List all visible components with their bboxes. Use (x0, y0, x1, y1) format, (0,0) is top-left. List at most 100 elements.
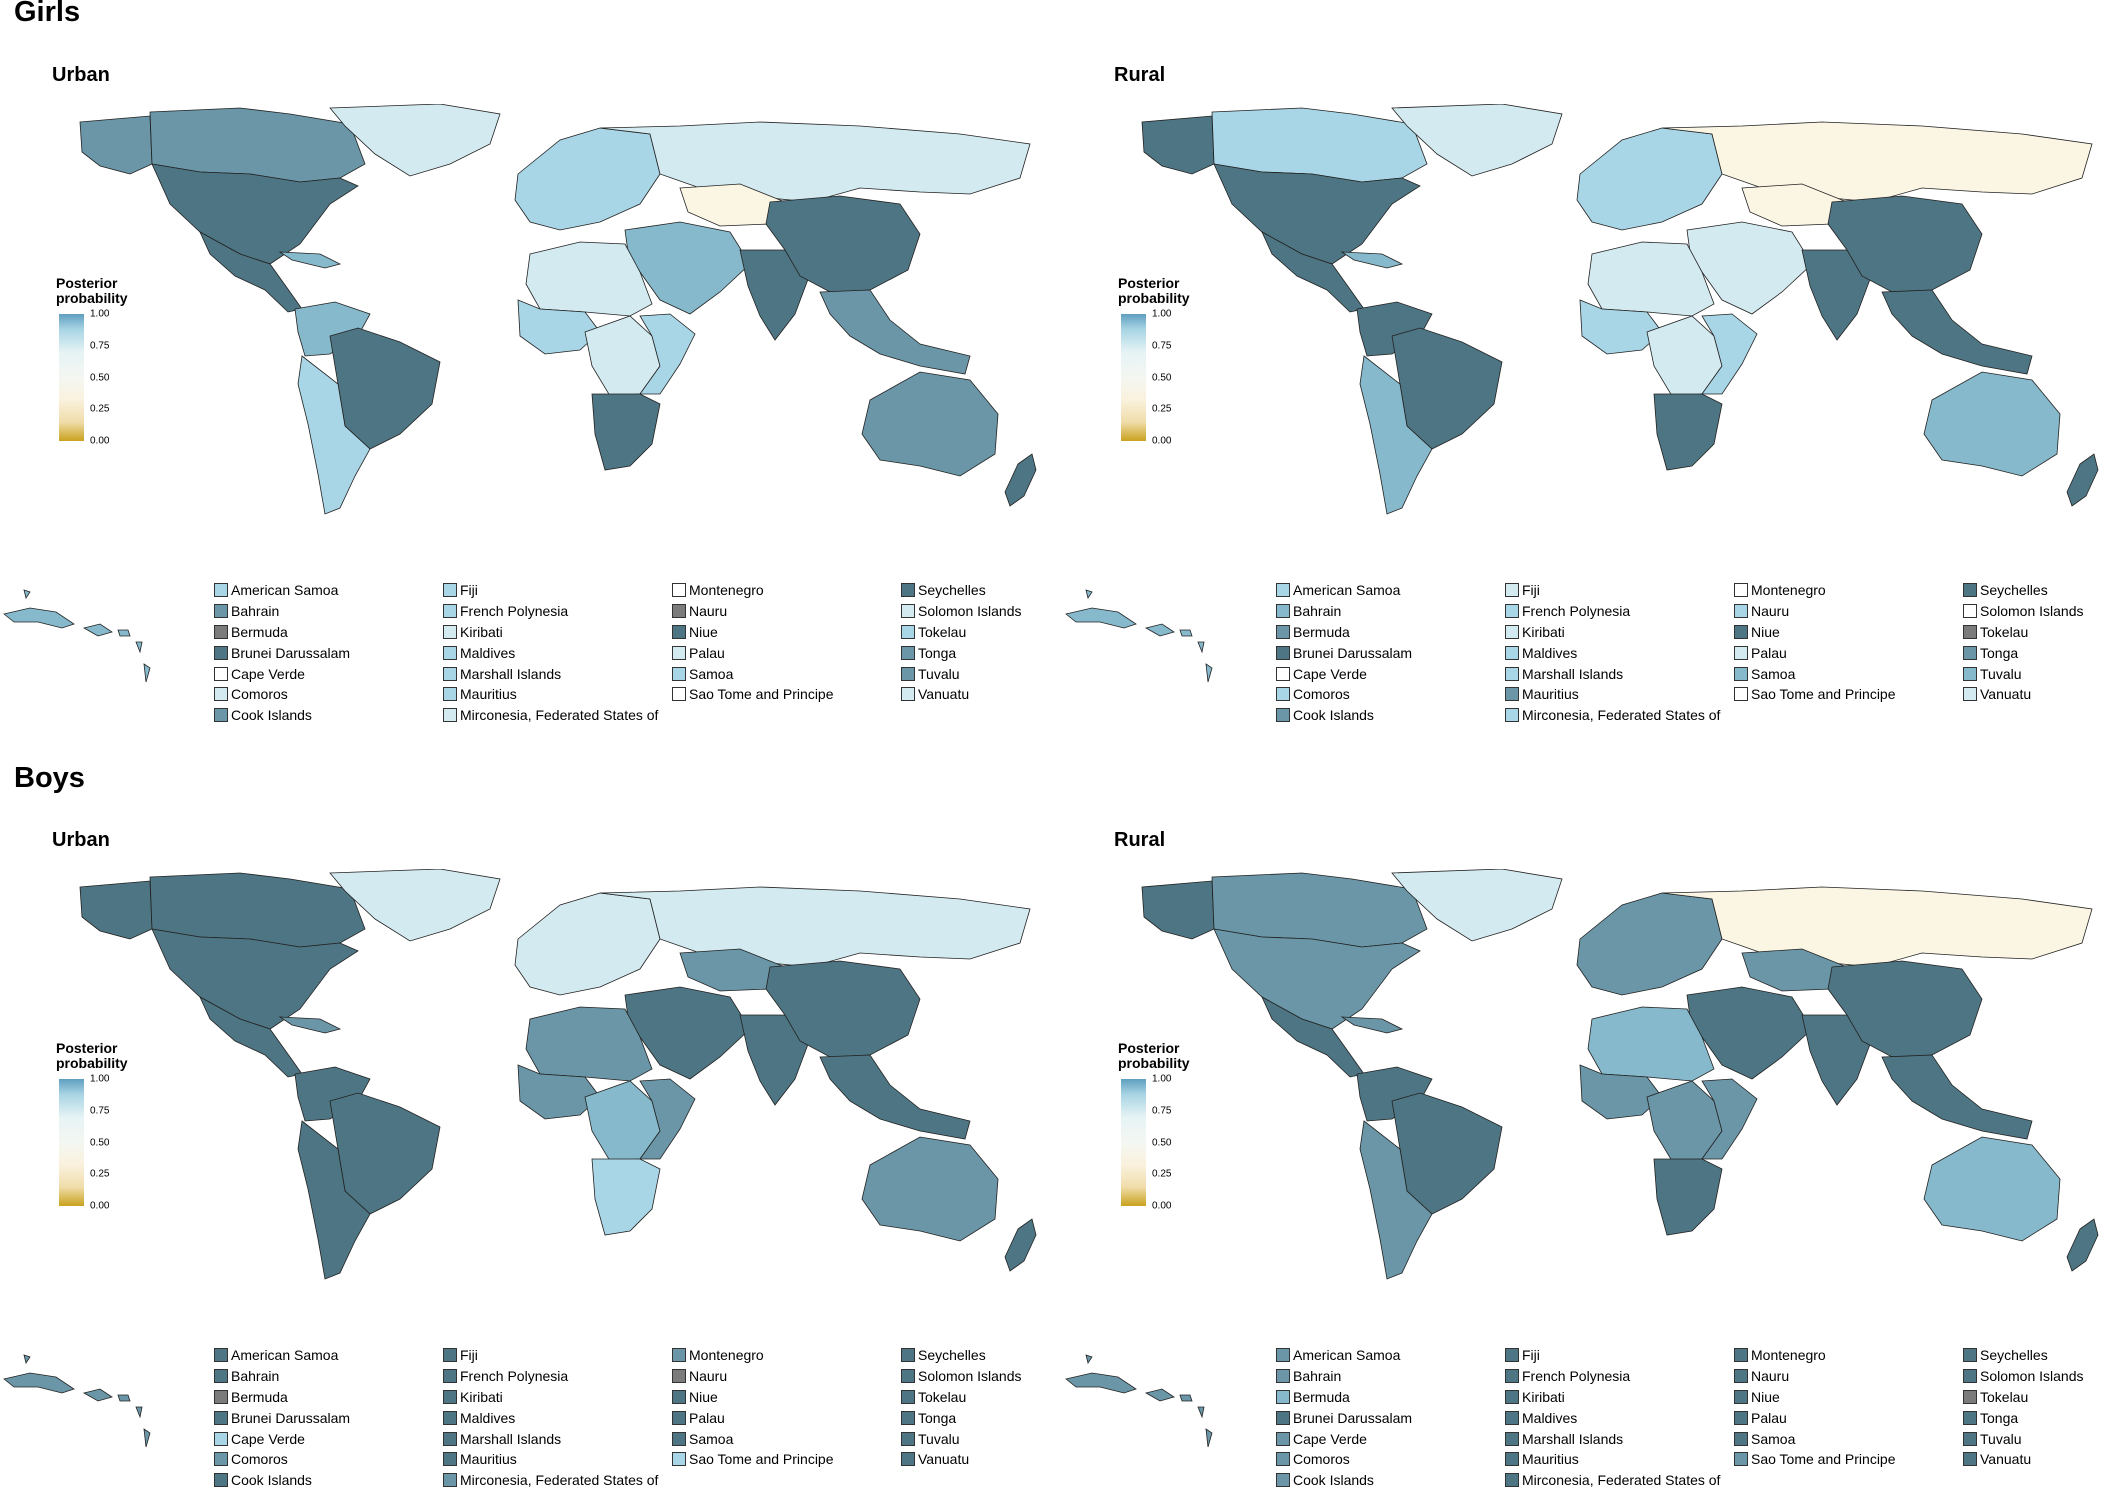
legend-label: Maldives (460, 644, 516, 661)
legend-label: Tokelau (918, 1388, 967, 1405)
inset-island (1065, 607, 1137, 629)
legend-column: Seychelles Solomon Islands Tokelau Tonga Tuv… (1963, 580, 2125, 705)
legend-item: Mirconesia, Federated States of (1505, 1470, 1730, 1490)
legend-label: Vanuatu (918, 686, 970, 703)
colorbar-tick-label: 1.00 (1152, 308, 1172, 320)
legend-swatch (214, 666, 228, 681)
legend-item: Marshall Islands (443, 663, 668, 684)
colorbar-legend: Posterior probability 1.00 0.75 0.50 0.25 0.00 (1118, 1041, 1238, 1221)
legend-item: Fiji (1505, 580, 1730, 601)
legend-swatch (901, 1369, 915, 1384)
legend-swatch (1276, 1410, 1290, 1425)
colorbar-title-line2: probability (1118, 1055, 1190, 1071)
legend-swatch (1734, 666, 1748, 681)
legend-item: Niue (672, 622, 897, 643)
legend-label: Niue (1751, 1388, 1780, 1405)
legend-item: Maldives (443, 642, 668, 663)
region-east-africa (1701, 313, 1758, 395)
colorbar-gradient (1121, 314, 1146, 441)
legend-item: Tuvalu (901, 663, 1126, 684)
legend-label: Bermuda (231, 623, 288, 640)
colorbar-title-line1: Posterior (1118, 275, 1180, 291)
region-australia (861, 371, 999, 477)
legend-swatch (901, 1410, 915, 1425)
legend-swatch (1963, 666, 1977, 681)
legend-item: Tonga (1963, 642, 2125, 663)
region-caribbean (1340, 251, 1404, 269)
legend-label: Mauritius (460, 1451, 517, 1468)
legend-column: American Samoa Bahrain Bermuda Brunei Darus… (1276, 580, 1501, 726)
legend-swatch (901, 624, 915, 639)
colorbar-tick-label: 0.75 (90, 340, 110, 352)
legend-label: Nauru (689, 1368, 728, 1385)
inset-island (117, 629, 131, 637)
panel-title: Urban (52, 64, 110, 86)
colorbar-tick-label: 1.00 (1152, 1073, 1172, 1085)
colorbar-tick-label: 0.50 (1152, 1137, 1172, 1148)
small-country-legend: American Samoa Bahrain Bermuda Brunei Darus… (1276, 1345, 2125, 1488)
colorbar-title-line2: probability (56, 1055, 128, 1071)
legend-column: Montenegro Nauru Niue Palau Samoa Sao Tome an… (672, 1345, 897, 1470)
legend-swatch (672, 1369, 686, 1384)
colorbar-title-line1: Posterior (56, 1040, 118, 1056)
region-southern-africa (1653, 393, 1723, 471)
legend-label: Comoros (231, 1451, 288, 1468)
legend-column: American Samoa Bahrain Bermuda Brunei Darus… (214, 1345, 439, 1490)
legend-label: Seychelles (918, 582, 986, 599)
legend-item: Nauru (1734, 1366, 1959, 1387)
legend-label: Palau (689, 1409, 725, 1426)
legend-label: French Polynesia (1522, 603, 1631, 620)
region-greenland (329, 869, 501, 942)
legend-item: Marshall Islands (443, 1428, 668, 1449)
region-europe (1576, 127, 1723, 231)
legend-swatch (1734, 1369, 1748, 1384)
legend-swatch (901, 1348, 915, 1363)
legend-label: American Samoa (1293, 582, 1401, 599)
legend-item: Brunei Darussalam (1276, 642, 1501, 663)
legend-label: Cook Islands (231, 1472, 312, 1489)
legend-item: Bahrain (214, 601, 439, 622)
legend-item: Sao Tome and Principe (1734, 1449, 1959, 1470)
legend-label: Marshall Islands (460, 665, 562, 682)
legend-label: Fiji (460, 582, 478, 599)
legend-item: Seychelles (1963, 1345, 2125, 1366)
legend-swatch (1734, 687, 1748, 702)
colorbar-tick-label: 0.75 (1152, 340, 1172, 352)
legend-label: Kiribati (460, 623, 503, 640)
section-title-boys: Boys (14, 762, 85, 794)
legend-item: Vanuatu (1963, 1449, 2125, 1470)
legend-swatch (214, 645, 228, 660)
small-country-legend: American Samoa Bahrain Bermuda Brunei Darus… (1276, 580, 2125, 723)
legend-swatch (214, 1452, 228, 1467)
caribbean-inset-map (3, 589, 151, 683)
legend-swatch (1963, 1452, 1977, 1467)
legend-swatch (1276, 1452, 1290, 1467)
small-country-legend: American Samoa Bahrain Bermuda Brunei Darus… (214, 1345, 1060, 1488)
region-russia (1661, 886, 2093, 968)
legend-item: Kiribati (1505, 622, 1730, 643)
legend-label: Sao Tome and Principe (1751, 686, 1896, 703)
legend-label: Tonga (1980, 1409, 2019, 1426)
legend-item: Cape Verde (214, 663, 439, 684)
inset-island (1144, 1388, 1175, 1402)
legend-label: Brunei Darussalam (1293, 1409, 1413, 1426)
legend-label: Mauritius (1522, 1451, 1579, 1468)
legend-swatch (1276, 1431, 1290, 1446)
colorbar-legend: Posterior probability 1.00 0.75 0.50 0.25 0.00 (1118, 276, 1238, 456)
legend-item: Solomon Islands (901, 1366, 1126, 1387)
legend-swatch (1963, 645, 1977, 660)
colorbar-tick-label: 0.25 (90, 1168, 110, 1180)
legend-swatch (443, 583, 457, 598)
legend-label: Vanuatu (1980, 1451, 2032, 1468)
colorbar-tick-label: 0.00 (90, 435, 110, 447)
legend-swatch (1276, 624, 1290, 639)
region-new-zealand (2066, 453, 2099, 507)
world-map (79, 104, 1037, 515)
region-australia (861, 1136, 999, 1242)
inset-island (117, 1394, 131, 1402)
legend-swatch (1963, 1410, 1977, 1425)
legend-item: Tokelau (1963, 622, 2125, 643)
region-north-america (151, 928, 359, 1030)
legend-item: Sao Tome and Principe (672, 1449, 897, 1470)
inset-island (1085, 1354, 1093, 1364)
